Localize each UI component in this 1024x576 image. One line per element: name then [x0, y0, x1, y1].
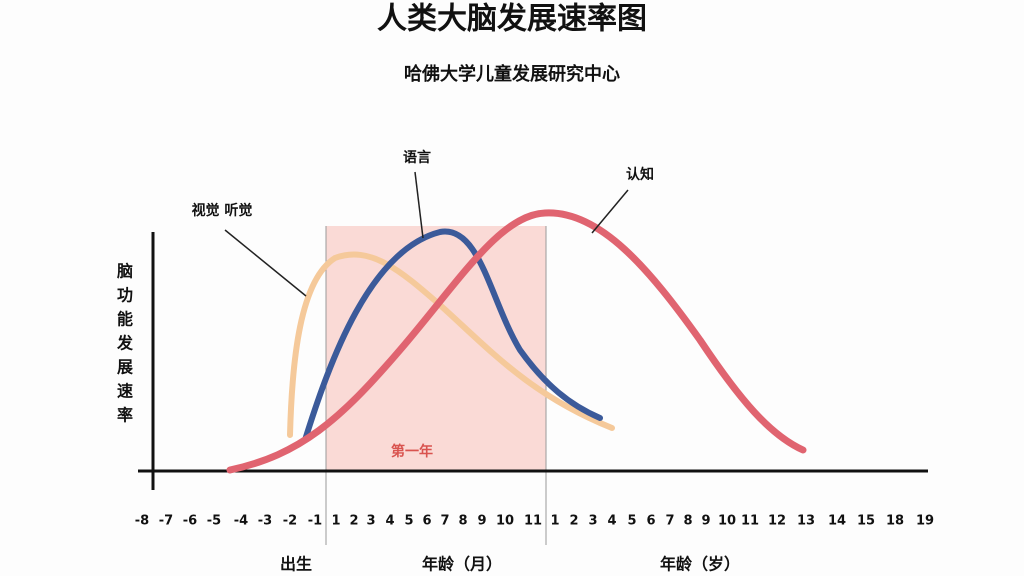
x-tick-label: -6 — [183, 514, 197, 529]
x-tick-label: 9 — [701, 514, 710, 529]
x-tick-label: -3 — [258, 514, 272, 529]
x-tick-label: 19 — [916, 514, 934, 529]
y-label-char: 速 — [117, 382, 133, 401]
leader-line — [414, 171, 424, 239]
x-tick-label: -5 — [207, 514, 221, 529]
x-tick-label: 1 — [550, 514, 559, 529]
x-tick-label: -7 — [159, 514, 173, 529]
x-tick-label: 2 — [349, 514, 358, 529]
annotation: 认知 — [626, 166, 654, 183]
x-tick-label: -8 — [135, 514, 149, 529]
y-label-char: 脑 — [117, 262, 133, 281]
x-tick-label: -2 — [283, 514, 297, 529]
y-label-char: 发 — [116, 334, 134, 353]
x-tick-label: 12 — [768, 514, 786, 529]
leader-line — [224, 229, 307, 297]
cognition-curve — [226, 209, 807, 474]
leader-line — [591, 189, 629, 234]
x-tick-label: 2 — [569, 514, 578, 529]
vision-hearing-curve — [287, 251, 615, 438]
x-tick-label: 18 — [886, 514, 904, 529]
x-tick-label: 13 — [797, 514, 815, 529]
annotation: 语言 — [403, 149, 431, 166]
x-tick-label: 3 — [588, 514, 597, 529]
x-tick-label: 8 — [683, 514, 692, 529]
x-tick-label: 9 — [477, 514, 486, 529]
y-label-char: 率 — [117, 406, 133, 425]
x-tick-label: 7 — [665, 514, 674, 529]
annotation: 第一年 — [391, 443, 433, 460]
x-tick-label: 11 — [741, 514, 759, 529]
x-tick-label: 8 — [458, 514, 467, 529]
language-curve — [302, 228, 603, 443]
first-year-band — [326, 226, 546, 471]
x-tick-label: 10 — [718, 514, 736, 529]
x-tick-label: 1 — [331, 514, 340, 529]
x-tick-label: 3 — [366, 514, 375, 529]
x-tick-label: 6 — [422, 514, 431, 529]
x-tick-label: 11 — [524, 514, 542, 529]
subtitle: 哈佛大学儿童发展研究中心 — [404, 63, 620, 85]
y-label-char: 展 — [117, 358, 134, 377]
x-ticks: -8 -7 -6 -5 -4 -3 -2 -1 1 2 3 4 5 6 7 8 9 10 11 1 2 3 4 5 6 7 8 9 10… — [135, 514, 934, 529]
x-tick-label: -1 — [308, 514, 322, 529]
x-tick-label: 14 — [828, 514, 846, 529]
title: 人类大脑发展速率图 — [377, 2, 647, 37]
x-tick-label: 4 — [385, 514, 394, 529]
x-group-label: 年龄（月） — [422, 555, 502, 574]
x-tick-label: 5 — [404, 514, 413, 529]
x-tick-label: 7 — [440, 514, 449, 529]
annotation: 视觉 听觉 — [192, 202, 253, 219]
y-label-char: 功 — [117, 286, 133, 305]
x-group-label: 年龄（岁） — [660, 555, 740, 574]
x-tick-label: 6 — [646, 514, 655, 529]
x-tick-label: 10 — [496, 514, 514, 529]
x-tick-label: 4 — [607, 514, 616, 529]
x-tick-label: 5 — [627, 514, 636, 529]
y-label-char: 能 — [117, 310, 133, 329]
x-tick-label: -4 — [234, 514, 248, 529]
x-group-label: 出生 — [280, 555, 312, 574]
x-tick-label: 15 — [857, 514, 875, 529]
